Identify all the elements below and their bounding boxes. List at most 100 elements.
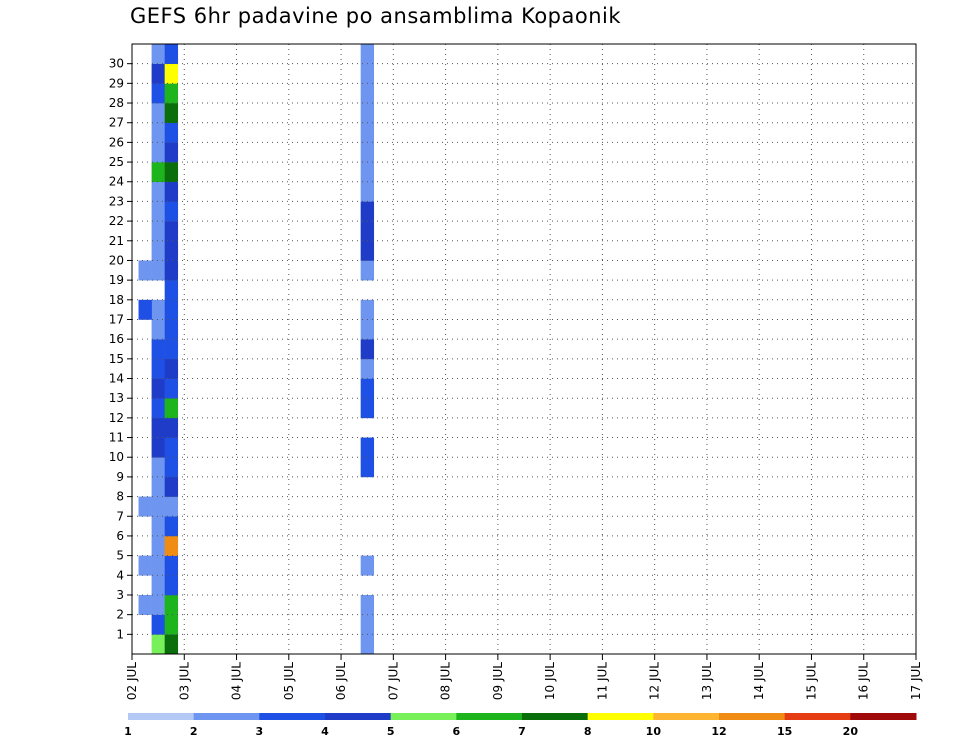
y-tick-label: 17 [109,312,124,326]
y-tick-label: 8 [116,490,124,504]
y-tick-label: 22 [109,214,124,228]
plot-frame [131,43,917,655]
colorbar-swatch [456,713,523,720]
heatmap-cell [151,378,165,399]
heatmap-cell [164,398,179,419]
heatmap-cell [360,63,375,84]
heatmap-cell [164,634,179,655]
y-tick-label: 1 [116,627,124,641]
y-tick-label: 10 [109,450,124,464]
heatmap-cell [138,555,152,576]
heatmap-cell [151,457,165,478]
y-tick-label: 15 [109,352,124,366]
heatmap-cell [164,358,179,379]
heatmap-cell [138,260,152,281]
x-tick-label: 04 JUL [230,662,244,700]
heatmap-cell [164,122,179,143]
x-tick-label: 12 JUL [648,662,662,700]
y-tick-label: 30 [109,57,124,71]
heatmap-cell [151,299,165,320]
x-tick-label: 06 JUL [334,662,348,700]
heatmap-cell [164,201,179,222]
heatmap-cell [151,437,165,458]
x-tick-label: 05 JUL [282,662,296,700]
heatmap-cell [164,496,179,517]
y-tick-label: 24 [109,175,124,189]
heatmap-cell [360,594,375,615]
colorbar-label: 20 [843,725,859,738]
heatmap-cell [138,299,152,320]
heatmap-cell [164,260,179,281]
colorbar-label: 10 [646,725,662,738]
y-tick-label: 21 [109,234,124,248]
heatmap-cell [360,358,375,379]
colorbar-swatch [325,713,392,720]
heatmap-cell [151,634,165,655]
heatmap-cell [151,142,165,163]
heatmap-cell [151,63,165,84]
heatmap-cell [164,594,179,615]
colorbar-swatch [653,713,720,720]
heatmap-cell [151,103,165,124]
colorbar-label: 7 [518,725,526,738]
heatmap-cell [164,476,179,497]
heatmap-cell [164,181,179,202]
y-tick-label: 9 [116,470,124,484]
heatmap-cell [151,594,165,615]
heatmap-cell [360,634,375,655]
heatmap-cell [164,162,179,183]
heatmap-cell [360,142,375,163]
heatmap-cell [151,260,165,281]
colorbar: 1 2 3 4 5 6 7 8 10 12 15 20 [124,713,917,738]
heatmap-cell [138,496,152,517]
heatmap-cell [151,398,165,419]
heatmap-cell [164,83,179,104]
heatmap-cell [151,555,165,576]
x-tick-label: 03 JUL [177,662,191,700]
colorbar-swatch [784,713,851,720]
x-tick-label: 16 JUL [857,662,871,700]
heatmap-cell [164,44,179,64]
heatmap-cell [164,221,179,242]
heatmap-cell [360,181,375,202]
heatmap-cell [360,83,375,104]
y-tick-label: 12 [109,411,124,425]
heatmap-cell [164,240,179,261]
heatmap-cell [164,575,179,596]
heatmap-cell [164,378,179,399]
y-tick-label: 11 [109,431,124,445]
y-tick-label: 28 [109,96,124,110]
chart-title: GEFS 6hr padavine po ansamblima Kopaonik [130,4,622,28]
y-axis: 1234567891011121314151617181920212223242… [109,57,132,641]
y-tick-label: 7 [116,509,124,523]
heatmap-cell [151,339,165,360]
y-tick-label: 16 [109,332,124,346]
heatmap-cell [360,260,375,281]
heatmap-cell [151,516,165,537]
heatmap-cell [151,162,165,183]
colorbar-swatch [850,713,917,720]
x-axis: 02 JUL 03 JUL 04 JUL 05 JUL 06 JUL 07 JUL 08 J… [125,654,923,700]
heatmap-cell [360,201,375,222]
heatmap-cell [164,555,179,576]
heatmap-cell [360,614,375,635]
heatmap-cell [164,437,179,458]
colorbar-swatch [390,713,457,720]
heatmap-cell [138,594,152,615]
heatmap-cell [151,535,165,556]
heatmap-cell [360,122,375,143]
heatmap-cell [164,614,179,635]
colorbar-swatch [522,713,589,720]
colorbar-label: 2 [190,725,198,738]
heatmap-cell [360,457,375,478]
colorbar-label: 4 [321,725,329,738]
y-tick-label: 25 [109,155,124,169]
heatmap-cell [164,457,179,478]
x-tick-label: 13 JUL [700,662,714,700]
heatmap-cell [360,437,375,458]
heatmap-cell [360,339,375,360]
heatmap-cell [151,221,165,242]
colorbar-label: 15 [777,725,792,738]
y-tick-label: 23 [109,194,124,208]
